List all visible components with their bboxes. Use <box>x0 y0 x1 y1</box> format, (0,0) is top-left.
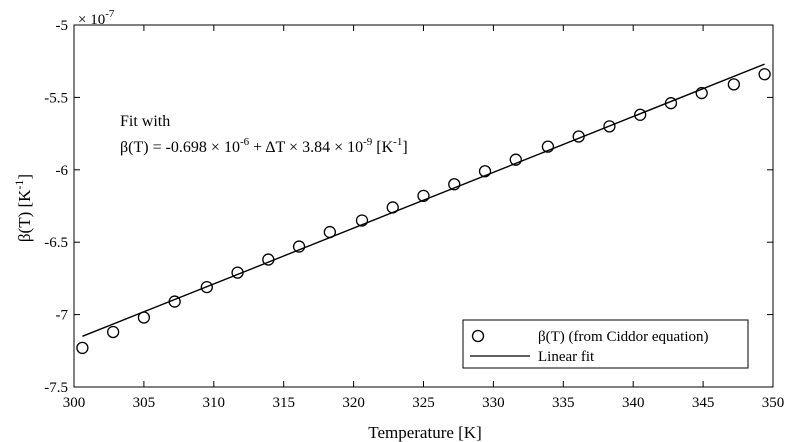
x-tick-label: 340 <box>622 395 645 411</box>
data-point <box>603 120 616 133</box>
data-point <box>386 201 399 214</box>
y-tick-label: -6.5 <box>44 235 68 251</box>
data-point <box>262 253 275 266</box>
legend-entry-fit: Linear fit <box>538 349 595 365</box>
y-axis-label: β(T) [K-1] <box>12 174 34 242</box>
data-point <box>695 86 708 100</box>
y-tick-label: -7.5 <box>44 380 68 396</box>
data-point <box>137 311 151 324</box>
data-point <box>417 189 430 203</box>
fit-annotation-line1: Fit with <box>120 113 170 130</box>
data-point <box>76 341 89 355</box>
data-point <box>727 78 741 91</box>
data-point <box>106 325 120 339</box>
legend-entry-ciddor: β(T) (from Ciddor equation) <box>538 329 709 345</box>
data-point <box>478 165 492 178</box>
x-axis-label: Temperature [K] <box>368 423 482 442</box>
y-tick-label: -5.5 <box>44 90 68 106</box>
x-tick-label: 320 <box>342 395 365 411</box>
legend: β(T) (from Ciddor equation) Linear fit <box>462 319 749 369</box>
marker-layer <box>76 68 771 355</box>
data-point <box>448 178 461 191</box>
data-point <box>541 140 555 153</box>
legend-marker-icon <box>471 329 485 343</box>
fit-annotation-equation: β(T) = -0.698 × 10-6 + ΔT × 3.84 × 10-9 … <box>120 136 408 156</box>
y-tick-label: -7 <box>56 308 69 324</box>
data-point <box>323 225 336 239</box>
y-scale-factor: × 10-7 <box>78 8 115 28</box>
x-tick-label: 350 <box>762 395 785 411</box>
x-tick-label: 305 <box>133 395 156 411</box>
y-axis: -7.5 -7 -6.5 -6 -5.5 -5 <box>44 18 773 396</box>
x-tick-label: 300 <box>63 395 86 411</box>
data-point <box>231 266 244 279</box>
y-tick-label: -6 <box>56 163 69 179</box>
x-tick-label: 345 <box>692 395 715 411</box>
data-point <box>634 108 647 121</box>
data-point <box>758 68 771 81</box>
x-tick-label: 325 <box>412 395 435 411</box>
data-point <box>664 97 678 110</box>
y-tick-label: -5 <box>56 18 69 34</box>
linear-fit-line <box>82 63 765 337</box>
data-point <box>292 240 306 253</box>
fit-line-layer <box>82 63 765 337</box>
data-point <box>572 130 585 143</box>
x-tick-label: 330 <box>482 395 505 411</box>
x-axis: 300 305 310 315 320 325 330 335 340 345 350 <box>63 25 785 411</box>
legend-box <box>462 319 749 369</box>
data-point <box>168 295 181 308</box>
data-point <box>200 280 213 294</box>
x-tick-label: 335 <box>552 395 575 411</box>
x-tick-label: 310 <box>203 395 226 411</box>
data-point <box>509 153 522 166</box>
data-point <box>355 214 369 227</box>
x-tick-label: 315 <box>272 395 295 411</box>
